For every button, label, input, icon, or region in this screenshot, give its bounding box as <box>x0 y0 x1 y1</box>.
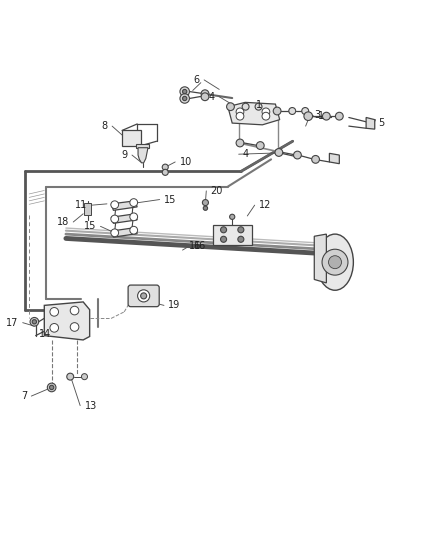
Circle shape <box>130 213 138 221</box>
Polygon shape <box>228 102 280 125</box>
Circle shape <box>289 108 296 115</box>
Circle shape <box>312 156 319 163</box>
Circle shape <box>255 103 262 110</box>
Polygon shape <box>213 225 252 245</box>
Circle shape <box>230 214 235 220</box>
Circle shape <box>201 90 209 98</box>
Text: 17: 17 <box>6 318 18 328</box>
Circle shape <box>221 227 226 233</box>
Circle shape <box>238 236 244 243</box>
Circle shape <box>236 108 244 116</box>
Text: 18: 18 <box>57 217 69 227</box>
Circle shape <box>47 383 56 392</box>
Circle shape <box>202 199 208 206</box>
Circle shape <box>32 320 36 324</box>
Text: 12: 12 <box>259 200 272 210</box>
Text: 7: 7 <box>21 391 27 401</box>
Circle shape <box>49 385 54 390</box>
Circle shape <box>322 112 330 120</box>
Text: 8: 8 <box>102 121 108 131</box>
Text: 6: 6 <box>194 75 200 85</box>
Circle shape <box>275 149 283 156</box>
Circle shape <box>302 108 309 115</box>
Circle shape <box>111 229 119 237</box>
Circle shape <box>111 215 119 223</box>
Circle shape <box>141 293 147 299</box>
Polygon shape <box>111 214 137 223</box>
Text: 10: 10 <box>180 157 192 167</box>
Text: 11: 11 <box>75 200 88 210</box>
FancyBboxPatch shape <box>128 285 159 306</box>
Ellipse shape <box>317 234 353 290</box>
Circle shape <box>236 139 244 147</box>
Polygon shape <box>111 228 137 237</box>
Polygon shape <box>329 154 339 164</box>
Circle shape <box>322 249 348 275</box>
Circle shape <box>138 290 150 302</box>
Circle shape <box>293 151 301 159</box>
Circle shape <box>70 306 79 315</box>
Polygon shape <box>138 148 148 163</box>
Circle shape <box>180 94 190 103</box>
Text: 1: 1 <box>318 111 324 121</box>
Circle shape <box>81 374 88 379</box>
Polygon shape <box>314 234 326 283</box>
Polygon shape <box>122 131 141 146</box>
Circle shape <box>262 112 270 120</box>
Circle shape <box>328 256 342 269</box>
Circle shape <box>30 318 39 326</box>
Circle shape <box>238 227 244 233</box>
Circle shape <box>183 90 187 94</box>
Text: 19: 19 <box>168 301 180 310</box>
Circle shape <box>304 112 313 120</box>
Text: 15: 15 <box>84 221 96 231</box>
Circle shape <box>50 308 59 316</box>
Bar <box>85 203 91 215</box>
Text: 15: 15 <box>164 195 177 205</box>
Text: 1: 1 <box>256 100 262 109</box>
Circle shape <box>242 103 249 110</box>
Circle shape <box>67 373 74 380</box>
Circle shape <box>221 236 226 243</box>
Circle shape <box>236 112 244 120</box>
Text: 5: 5 <box>378 118 385 128</box>
Circle shape <box>201 93 209 101</box>
Circle shape <box>162 169 168 175</box>
Circle shape <box>256 142 264 149</box>
Circle shape <box>180 87 190 96</box>
Circle shape <box>262 108 270 116</box>
Polygon shape <box>136 144 149 148</box>
Circle shape <box>336 112 343 120</box>
Text: 4: 4 <box>243 149 249 159</box>
Text: 16: 16 <box>189 241 201 251</box>
Polygon shape <box>44 302 90 340</box>
Circle shape <box>70 322 79 332</box>
Circle shape <box>130 199 138 206</box>
Polygon shape <box>366 117 375 129</box>
Text: 3: 3 <box>314 110 321 120</box>
Circle shape <box>226 103 234 110</box>
Text: 20: 20 <box>211 186 223 196</box>
Text: 13: 13 <box>85 401 97 410</box>
Circle shape <box>111 201 119 208</box>
Circle shape <box>203 206 208 211</box>
Text: 14: 14 <box>39 329 52 339</box>
Circle shape <box>183 96 187 101</box>
Text: 4: 4 <box>209 92 215 102</box>
Circle shape <box>273 107 281 115</box>
Text: 9: 9 <box>122 150 127 160</box>
Text: 16: 16 <box>194 241 206 251</box>
Circle shape <box>50 324 59 332</box>
Circle shape <box>162 164 168 170</box>
Polygon shape <box>111 201 137 211</box>
Circle shape <box>130 227 138 234</box>
